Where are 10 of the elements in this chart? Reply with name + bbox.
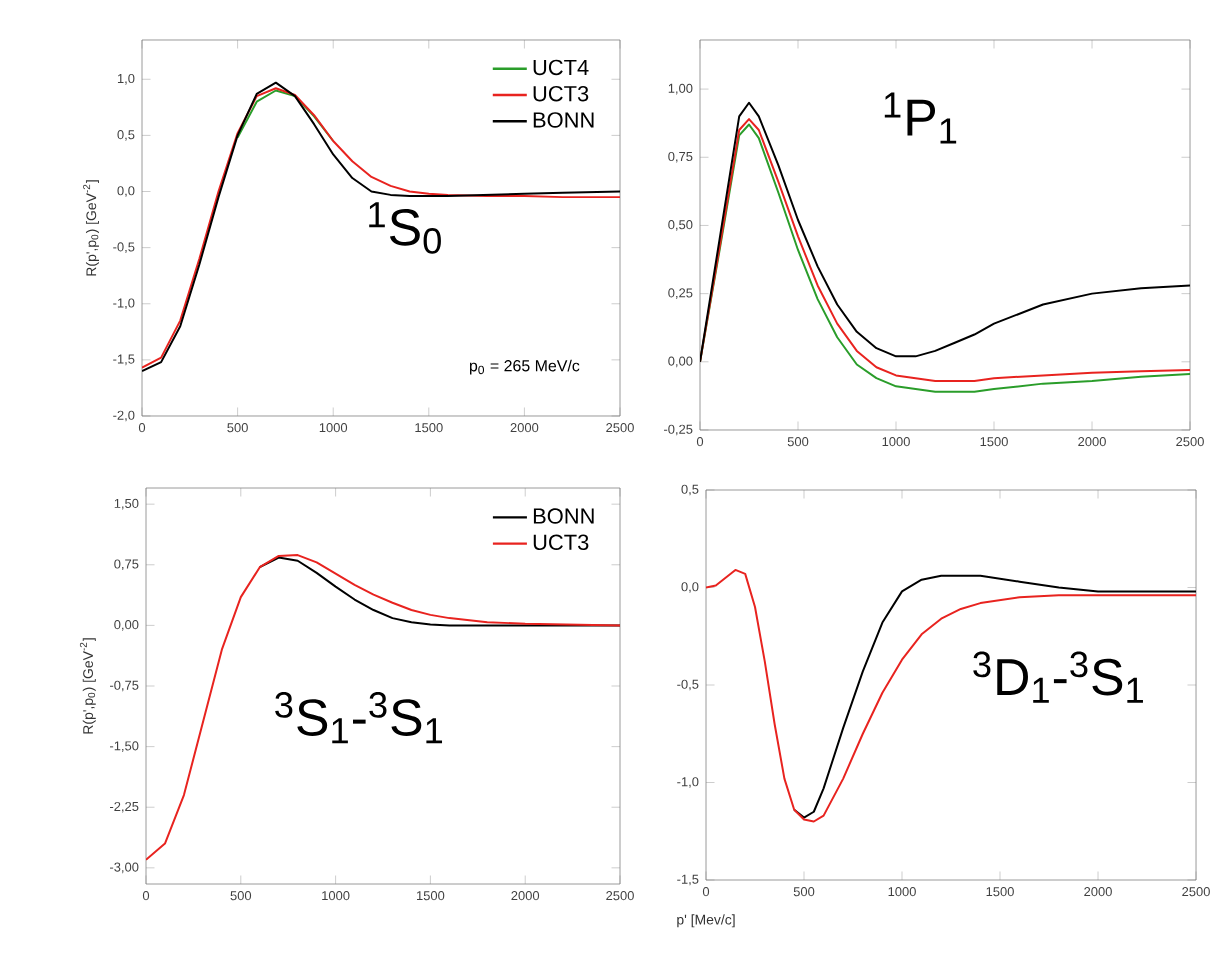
legend-label: UCT3 [533, 534, 589, 551]
legend-label: UCT4 [533, 59, 589, 76]
annotation: $^{3}$D$_{1}$-$^{3}$S$_{1}$ [973, 651, 1143, 703]
line-series [236, 89, 335, 143]
annotation: $^{1}$S$_{0}$ [369, 202, 441, 254]
legend-label: BONN [533, 508, 594, 524]
legend-label: BONN [533, 112, 594, 128]
annotation: $^{3}$S$_{1}$-$^{3}$S$_{1}$ [275, 692, 443, 744]
legend-label: UCT3 [533, 85, 589, 102]
annotation: $^{1}$P$_{1}$ [884, 92, 957, 144]
